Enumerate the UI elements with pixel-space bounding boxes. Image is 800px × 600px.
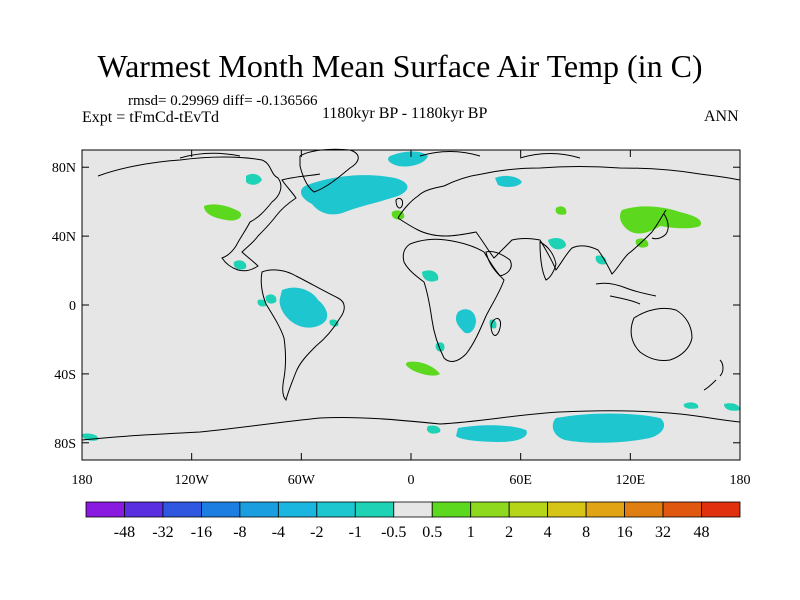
colorbar-label-8: 0.5 (422, 524, 442, 541)
y-tick-label-1: 40N (52, 230, 76, 245)
colorbar-label-4: -4 (272, 524, 285, 541)
atlantic-midlat-warm-2 (555, 206, 567, 215)
antarctica-coast (81, 410, 741, 441)
colorbar-label-13: 16 (617, 524, 633, 541)
southern-ocean-warm (405, 361, 440, 376)
antarctica-small-cool-4 (683, 402, 699, 409)
canada-cool (246, 173, 262, 185)
colorbar-swatch-16 (701, 501, 741, 518)
pacific-small-cool-1 (257, 299, 267, 307)
y-tick-label-3: 40S (54, 368, 76, 383)
colorbar-swatch-8 (393, 501, 433, 518)
map-background (82, 150, 740, 460)
mexico-cool (233, 260, 247, 270)
x-tick-label-2: 60W (288, 473, 316, 488)
colorbar: -48 -32 -16 -8 -4 -2 -1 -0.5 0.5 1 2 4 8 16 32 48 (85, 501, 741, 541)
east-africa-cool (455, 309, 476, 334)
figure-title: Warmest Month Mean Surface Air Temp (in … (97, 48, 703, 84)
x-tick-label-1: 120W (175, 473, 210, 488)
colorbar-swatch-6 (316, 501, 356, 518)
eurasia-coast (397, 166, 741, 275)
japan-coast (651, 213, 669, 240)
antarctica-small-cool-1 (426, 425, 441, 434)
greenland-sea-cool (388, 151, 428, 167)
arctic-islands-coast (179, 151, 581, 159)
colorbar-swatch-3 (201, 501, 241, 518)
africa-coast (402, 238, 505, 362)
x-tick-label-3: 0 (408, 473, 415, 488)
x-tick-label-0: 180 (72, 473, 93, 488)
colorbar-swatch-5 (277, 501, 318, 518)
colorbar-swatch-13 (585, 501, 625, 518)
x-tick-label-5: 120E (616, 473, 646, 488)
colorbar-label-0: -48 (114, 524, 135, 541)
south-america-coast (260, 269, 345, 401)
colorbar-label-9: 1 (467, 524, 475, 541)
antarctica-east-cool (552, 413, 665, 443)
colorbar-swatch-10 (470, 501, 510, 518)
atlantic-small-cool (329, 319, 339, 327)
colorbar-label-3: -8 (233, 524, 246, 541)
colorbar-swatch-7 (354, 501, 395, 518)
colorbar-swatch-1 (124, 501, 164, 518)
madagascar-coast (490, 317, 501, 336)
australia-coast (630, 307, 693, 361)
antarctica-small-cool-3 (724, 403, 740, 411)
india-coast (539, 241, 557, 281)
colorbar-swatch-4 (239, 501, 279, 518)
new-zealand-coast (703, 359, 724, 391)
arabia-coast (485, 251, 512, 277)
amazon-north-cool (265, 294, 277, 304)
y-tick-label-2: 0 (69, 299, 76, 314)
siberia-cool (495, 175, 522, 187)
y-tick-label-0: 80N (52, 161, 76, 176)
map-axis-ticks: 80N 40N 0 40S 80S 180 120W 60W 0 60E 120E 180 (52, 150, 751, 488)
colorbar-label-5: -2 (310, 524, 323, 541)
colorbar-swatch-12 (547, 501, 587, 518)
north-america-coast (97, 156, 321, 272)
colorbar-swatch-9 (431, 501, 472, 518)
colorbar-swatch-11 (508, 501, 549, 518)
y-tick-label-4: 80S (54, 437, 76, 452)
amazon-cool (279, 287, 328, 328)
season-label: ANN (704, 108, 739, 125)
colorbar-label-1: -32 (152, 524, 173, 541)
greenland-coast (299, 148, 359, 193)
west-africa-cool (422, 270, 439, 282)
x-tick-label-4: 60E (509, 473, 532, 488)
colorbar-label-10: 2 (505, 524, 513, 541)
colorbar-label-6: -1 (349, 524, 362, 541)
period-label: 1180kyr BP - 1180kyr BP (322, 105, 488, 122)
colorbar-label-7: -0.5 (381, 524, 406, 541)
north-pacific-warm (204, 204, 242, 221)
x-tick-label-6: 180 (730, 473, 751, 488)
colorbar-swatch-15 (662, 501, 702, 518)
coastlines (81, 148, 741, 441)
colorbar-label-12: 8 (582, 524, 590, 541)
colorbar-swatch-14 (624, 501, 664, 518)
colorbar-swatch-0 (85, 501, 125, 518)
antarctica-weddell-cool (456, 425, 527, 442)
experiment-label: Expt = tFmCd-tEvTd (82, 109, 220, 126)
colorbar-label-11: 4 (544, 524, 552, 541)
colorbar-swatch-2 (162, 501, 202, 518)
india-cool (548, 238, 566, 250)
british-isles-coast (395, 197, 403, 209)
colorbar-label-14: 32 (655, 524, 671, 541)
colorbar-label-2: -16 (191, 524, 212, 541)
stats-text: rmsd= 0.29969 diff= -0.136566 (128, 93, 318, 109)
colorbar-label-15: 48 (694, 524, 710, 541)
indonesia-coast (595, 282, 657, 305)
